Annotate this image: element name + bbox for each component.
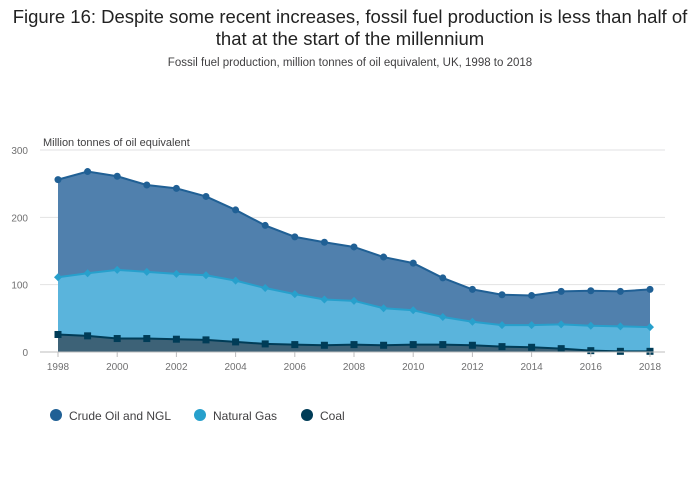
data-point[interactable] — [350, 296, 358, 305]
data-point[interactable] — [557, 345, 565, 353]
data-point[interactable] — [54, 176, 62, 184]
chart-subtitle: Fossil fuel production, million tonnes o… — [167, 57, 533, 69]
data-point[interactable] — [291, 233, 299, 241]
data-point[interactable] — [616, 347, 624, 355]
data-point[interactable] — [261, 221, 269, 229]
data-point[interactable] — [468, 317, 477, 326]
data-point[interactable] — [261, 340, 269, 348]
legend-label[interactable]: Crude Oil and NGL — [69, 409, 171, 423]
legend-label[interactable]: Coal — [320, 409, 345, 423]
legend-swatch — [50, 409, 62, 421]
data-point[interactable] — [142, 267, 151, 276]
y-tick-label: 200 — [11, 213, 28, 224]
data-point[interactable] — [646, 323, 654, 332]
data-point[interactable] — [143, 181, 151, 189]
data-point[interactable] — [557, 287, 565, 295]
data-point[interactable] — [84, 168, 92, 176]
data-point[interactable] — [409, 259, 417, 267]
x-tick-label: 2018 — [639, 362, 662, 373]
x-tick-label: 1998 — [47, 362, 70, 373]
x-tick-label: 2010 — [402, 362, 425, 373]
data-point[interactable] — [54, 273, 62, 282]
x-tick-label: 2008 — [343, 362, 366, 373]
data-point[interactable] — [84, 332, 92, 340]
data-point[interactable] — [291, 341, 299, 349]
data-point[interactable] — [172, 335, 180, 343]
legend-swatch — [194, 409, 206, 421]
data-point[interactable] — [380, 253, 388, 261]
data-point[interactable] — [261, 284, 270, 293]
data-point[interactable] — [350, 341, 358, 349]
data-point[interactable] — [439, 341, 447, 349]
x-tick-label: 2004 — [224, 362, 247, 373]
data-point[interactable] — [439, 274, 447, 282]
x-tick-label: 2012 — [461, 362, 484, 373]
data-point[interactable] — [83, 269, 92, 278]
data-point[interactable] — [498, 321, 506, 330]
data-point[interactable] — [143, 335, 151, 343]
data-point[interactable] — [646, 285, 654, 293]
y-tick-label: 100 — [11, 281, 28, 292]
x-tick-label: 2002 — [165, 362, 188, 373]
data-point[interactable] — [616, 322, 625, 331]
y-axis-title: Million tonnes of oil equivalent — [43, 137, 190, 149]
axes: 0 100 200 300 1998 2000 2002 2004 2006 2008 2010 20… — [11, 146, 665, 373]
data-point[interactable] — [616, 287, 624, 295]
data-point[interactable] — [232, 338, 240, 346]
data-point[interactable] — [113, 172, 121, 180]
data-point[interactable] — [587, 287, 595, 295]
x-tick-label: 2014 — [520, 362, 543, 373]
x-tick-label: 2000 — [106, 362, 129, 373]
legend-swatch — [301, 409, 313, 421]
y-tick-label: 300 — [11, 146, 28, 157]
data-point[interactable] — [409, 341, 417, 349]
legend: Crude Oil and NGL Natural Gas Coal — [50, 409, 345, 423]
area-natural-gas — [58, 269, 650, 352]
data-point[interactable] — [528, 343, 536, 351]
data-point[interactable] — [468, 341, 476, 349]
data-point[interactable] — [380, 341, 388, 349]
data-point[interactable] — [498, 343, 506, 351]
x-tick-label: 2016 — [580, 362, 603, 373]
data-point[interactable] — [379, 304, 388, 313]
y-tick-label: 0 — [22, 348, 28, 359]
chart-title: Figure 16: Despite some recent increases… — [12, 6, 688, 49]
x-tick-label: 2006 — [284, 362, 307, 373]
data-point[interactable] — [231, 276, 240, 285]
data-point[interactable] — [202, 336, 210, 344]
data-point[interactable] — [290, 290, 299, 299]
data-point[interactable] — [113, 265, 122, 274]
data-point[interactable] — [202, 271, 210, 280]
data-point[interactable] — [232, 206, 240, 214]
data-point[interactable] — [528, 291, 536, 299]
data-point[interactable] — [320, 238, 328, 246]
data-point[interactable] — [468, 285, 476, 293]
data-point[interactable] — [438, 312, 447, 321]
data-point[interactable] — [54, 330, 62, 338]
data-point[interactable] — [498, 291, 506, 299]
data-point[interactable] — [587, 347, 595, 355]
legend-label[interactable]: Natural Gas — [213, 409, 277, 423]
data-point[interactable] — [586, 321, 595, 330]
data-point[interactable] — [172, 184, 180, 192]
data-point[interactable] — [320, 295, 329, 304]
data-point[interactable] — [527, 321, 536, 330]
data-point[interactable] — [646, 347, 654, 355]
data-point[interactable] — [172, 269, 181, 278]
data-point[interactable] — [350, 243, 358, 251]
data-point[interactable] — [409, 306, 418, 315]
data-point[interactable] — [202, 192, 210, 200]
data-point[interactable] — [557, 320, 566, 329]
series-markers — [54, 168, 654, 355]
data-point[interactable] — [320, 341, 328, 349]
data-point[interactable] — [113, 335, 121, 343]
